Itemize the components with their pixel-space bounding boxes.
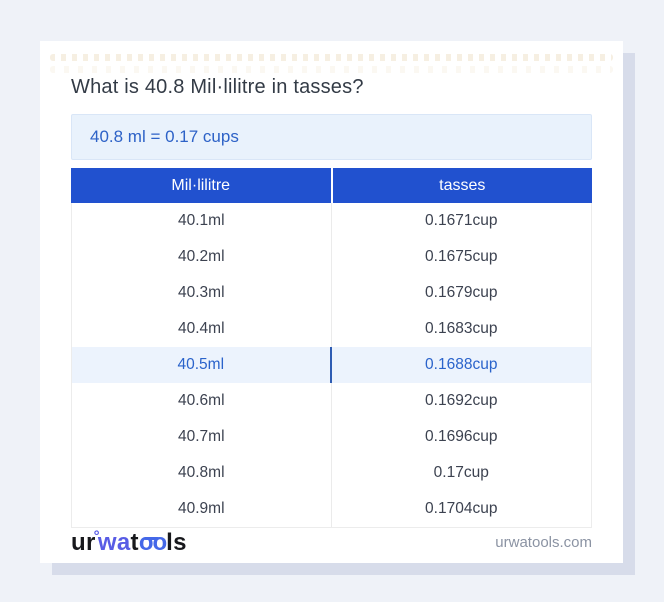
cup-cell: 0.1683cup: [425, 320, 498, 337]
cup-cell: 0.1704cup: [425, 500, 498, 517]
page-title: What is 40.8 Mil·lilitre in tasses?: [71, 76, 364, 98]
logo-text-wa: wa: [97, 528, 131, 556]
table-header: Mil·lilitre tasses: [71, 168, 592, 203]
cup-cell: 0.1675cup: [425, 248, 498, 265]
table-row[interactable]: 40.1ml 0.1671cup: [72, 203, 591, 239]
column-header-tasses: tasses: [332, 168, 592, 203]
column-header-millilitre: Mil·lilitre: [71, 168, 331, 203]
cup-cell: 0.1679cup: [425, 284, 498, 301]
logo-text-ls: ls: [166, 528, 187, 556]
table-row[interactable]: 40.7ml 0.1696cup: [72, 419, 591, 455]
cup-cell: 0.1671cup: [425, 212, 498, 229]
ml-cell: 40.7ml: [72, 419, 332, 455]
ml-cell: 40.3ml: [72, 275, 332, 311]
table-row[interactable]: 40.3ml 0.1679cup: [72, 275, 591, 311]
site-logo[interactable]: ur ° wa t oo ls: [71, 527, 187, 556]
table-row[interactable]: 40.2ml 0.1675cup: [72, 239, 591, 275]
cup-cell: 0.17cup: [433, 464, 489, 481]
logo-ring-icon: °: [93, 527, 100, 545]
cup-cell: 0.1692cup: [425, 392, 498, 409]
card-footer: ur ° wa t oo ls urwatools.com: [71, 522, 592, 563]
converter-card: What is 40.8 Mil·lilitre in tasses? 40.8…: [40, 41, 623, 563]
ml-cell: 40.9ml: [72, 491, 332, 527]
cup-cell: 0.1696cup: [425, 428, 498, 445]
cup-cell: 0.1688cup: [425, 356, 498, 373]
dashed-pattern-decoration-row2: [50, 66, 613, 73]
website-url-text: urwatools.com: [495, 534, 592, 551]
ml-cell: 40.1ml: [72, 203, 332, 239]
ml-cell: 40.8ml: [72, 455, 332, 491]
logo-text-t: t: [130, 528, 139, 556]
logo-text-ur: ur: [71, 528, 96, 556]
conversion-table: Mil·lilitre tasses 40.1ml 0.1671cup 40.2…: [71, 168, 592, 528]
table-body: 40.1ml 0.1671cup 40.2ml 0.1675cup 40.3ml…: [71, 203, 592, 528]
table-row[interactable]: 40.6ml 0.1692cup: [72, 383, 591, 419]
conversion-result-text: 40.8 ml = 0.17 cups: [90, 127, 239, 146]
table-row-highlighted[interactable]: 40.5ml 0.1688cup: [72, 347, 591, 383]
ml-cell: 40.6ml: [72, 383, 332, 419]
dashed-pattern-decoration: [50, 54, 613, 61]
ml-cell: 40.5ml: [72, 347, 332, 383]
logo-glasses-icon: oo: [138, 528, 167, 556]
ml-cell: 40.2ml: [72, 239, 332, 275]
conversion-result-box: 40.8 ml = 0.17 cups: [71, 114, 592, 160]
table-row[interactable]: 40.8ml 0.17cup: [72, 455, 591, 491]
table-row[interactable]: 40.4ml 0.1683cup: [72, 311, 591, 347]
table-row[interactable]: 40.9ml 0.1704cup: [72, 491, 591, 527]
ml-cell: 40.4ml: [72, 311, 332, 347]
